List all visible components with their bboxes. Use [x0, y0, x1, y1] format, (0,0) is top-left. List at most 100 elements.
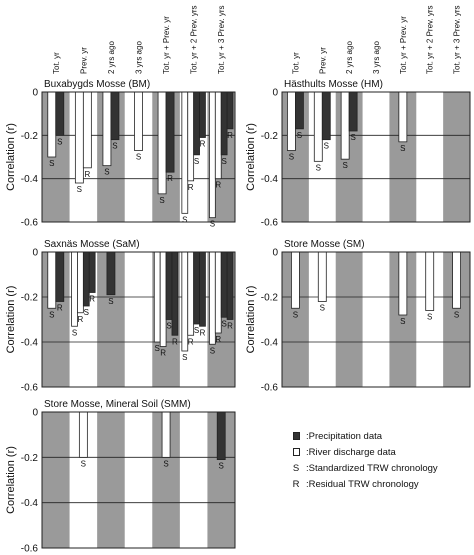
y-tick-label: -0.4 [21, 498, 39, 509]
y-tick-label: -0.6 [21, 544, 39, 555]
precipitation-bar [220, 91, 228, 156]
category-label: 3 yrs ago [372, 41, 381, 74]
legend-prefix: : [306, 462, 309, 474]
chronology-label: S [182, 353, 187, 362]
river-discharge-bar [340, 91, 350, 160]
category-label: Tot. yr + Prev. yr [399, 16, 408, 74]
legend-prefix: : [306, 430, 309, 442]
river-discharge-bar [181, 251, 189, 352]
y-tick-label: -0.2 [261, 131, 279, 142]
category-label: 2 yrs ago [107, 41, 116, 74]
river-discharge-bar [47, 251, 57, 309]
panel-title: Saxnäs Mosse (SaM) [44, 239, 140, 250]
legend-prefix: : [306, 446, 309, 458]
legend-residual: R : Residual TRW chronology [290, 476, 470, 492]
chronology-label: S [293, 310, 298, 319]
category-label: 3 yrs ago [135, 41, 144, 74]
precipitation-bar [348, 91, 358, 132]
precipitation-bar [216, 411, 226, 460]
chronology-label: R [167, 174, 173, 183]
panel-title: Buxabygds Mosse (BM) [44, 79, 150, 90]
panel-title: Store Mosse, Mineral Soil (SMM) [44, 399, 191, 410]
chronology-label: R [215, 181, 221, 190]
legend-precipitation: : Precipitation data [290, 428, 470, 444]
chronology-label: S [316, 163, 321, 172]
river-swatch [290, 448, 302, 456]
river-discharge-bar [74, 91, 84, 184]
s-symbol: S [292, 462, 300, 474]
chronology-label: R [89, 295, 95, 304]
river-discharge-bar [181, 91, 189, 214]
chronology-label: S [320, 304, 325, 313]
legend-standardized-label: Standardized TRW chronology [308, 462, 438, 474]
y-tick-label: 0 [32, 408, 38, 419]
chronology-label: R [188, 183, 194, 192]
chronology-label: S [104, 168, 109, 177]
legend-prefix: : [306, 478, 309, 490]
river-discharge-bar [47, 91, 57, 158]
category-label: Tot. yr + 2 Prev. yrs [190, 5, 199, 74]
y-axis-label: Correlation (r) [5, 286, 17, 354]
chronology-label: S [400, 144, 405, 153]
chronology-label: R [215, 335, 221, 344]
y-tick-label: -0.6 [261, 383, 279, 394]
precipitation-bar [193, 251, 200, 325]
chronology-label: R [227, 131, 233, 140]
category-label: 2 yrs ago [345, 41, 354, 74]
chronology-label: S [297, 131, 302, 140]
chronology-label: S [49, 159, 54, 168]
chronology-label: S [166, 322, 171, 331]
chronology-label: S [194, 157, 199, 166]
category-label: Tot. yr + 2 Prev. yrs [426, 5, 435, 74]
precipitation-bar [226, 251, 234, 320]
legend-residual-label: Residual TRW chronology [308, 478, 419, 490]
chronology-label: S [108, 297, 113, 306]
plot-frame [41, 251, 236, 388]
y-tick-label: -0.4 [21, 174, 39, 185]
precipitation-bar [321, 91, 331, 141]
category-label: Tot. yr + 3 Prev. yrs [453, 5, 462, 74]
legend-standardized: S : Standardized TRW chronology [290, 460, 470, 476]
chronology-label: S [221, 319, 226, 328]
chronology-label: S [194, 326, 199, 335]
river-discharge-bar [157, 91, 167, 195]
chronology-label: R [227, 322, 233, 331]
river-discharge-bar [159, 251, 167, 347]
chronology-label: R [84, 170, 90, 179]
panel-title: Hästhults Mosse (HM) [284, 79, 383, 90]
y-tick-label: 0 [32, 248, 38, 259]
precipitation-bar [171, 251, 179, 336]
river-discharge-bar [209, 91, 216, 219]
chronology-label: S [155, 344, 160, 353]
river-discharge-bar [452, 251, 461, 309]
precipitation-bar [295, 91, 304, 130]
precipitation-bar [106, 251, 116, 296]
river-discharge-bar [153, 251, 161, 343]
chronology-label: R [172, 337, 178, 346]
river-discharge-bar [398, 251, 408, 316]
r-symbol: R [292, 478, 300, 490]
y-tick-label: -0.4 [261, 174, 279, 185]
chronology-label: S [350, 133, 355, 142]
river-discharge-bar [82, 91, 92, 169]
y-tick-label: 0 [32, 88, 38, 99]
precipitation-bar [220, 251, 228, 318]
chronology-label: S [219, 462, 224, 471]
precipitation-bar [55, 251, 65, 302]
category-band [42, 412, 70, 548]
category-band [335, 252, 363, 387]
chronology-label: S [112, 142, 117, 151]
plot-frame [281, 91, 471, 223]
chronology-label: S [342, 161, 347, 170]
category-band [97, 412, 125, 548]
precipitation-bar [55, 91, 65, 136]
chronology-label: R [188, 337, 194, 346]
category-label: Tot. yr [52, 52, 61, 74]
y-tick-label: -0.4 [261, 338, 279, 349]
y-tick-label: -0.2 [21, 453, 39, 464]
category-label: Prev. yr [318, 47, 327, 74]
precipitation-bar [110, 91, 120, 141]
chronology-label: S [136, 153, 141, 162]
